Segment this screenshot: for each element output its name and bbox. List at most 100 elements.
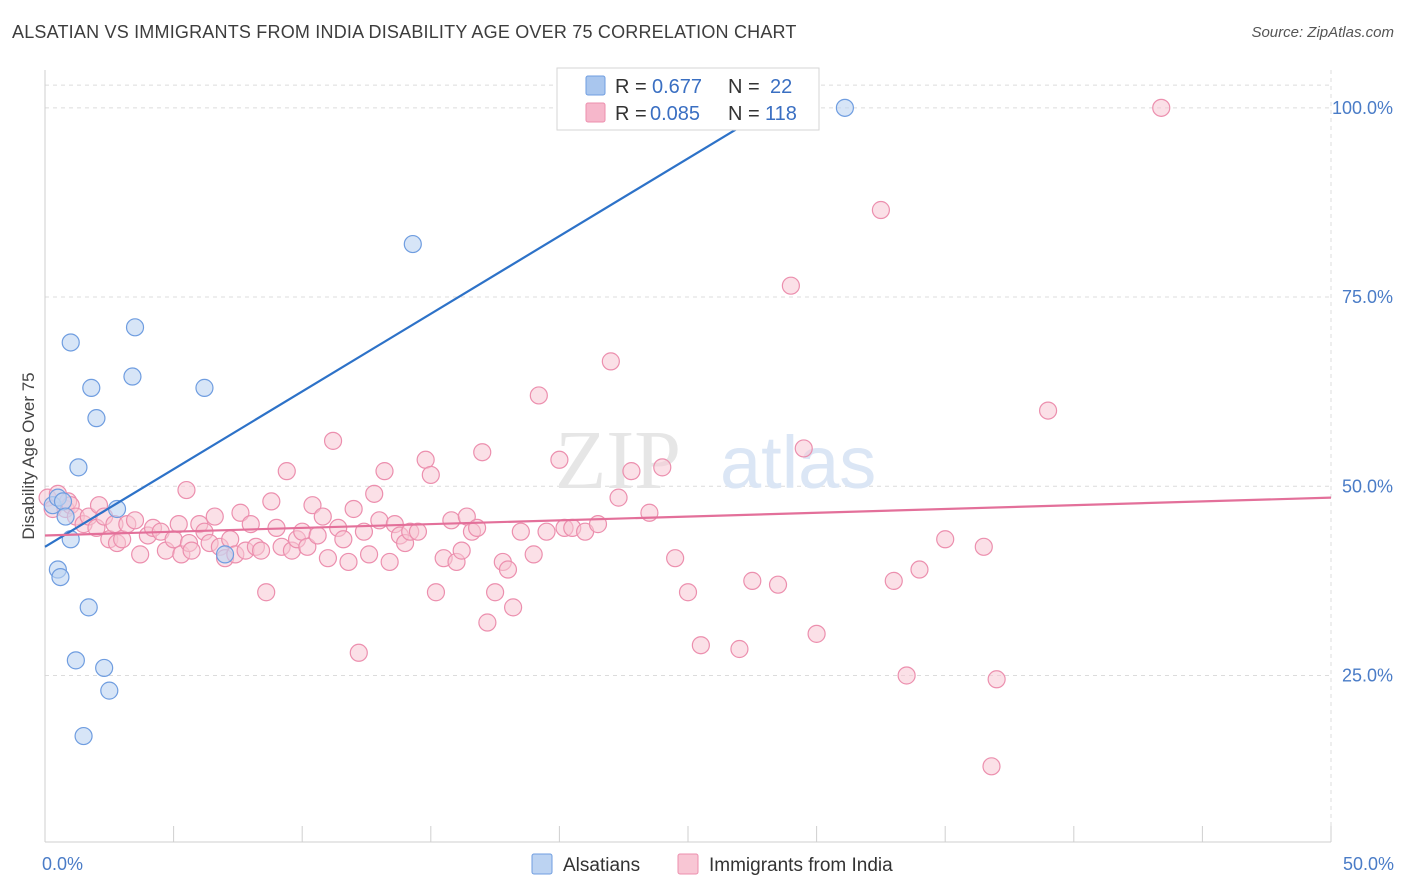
india-point <box>349 643 368 662</box>
india-point <box>897 666 916 685</box>
alsatian-point <box>123 367 142 386</box>
legend-n-value-india: 118 <box>765 103 797 125</box>
india-point <box>408 522 428 541</box>
alsatians-trend-line <box>44 103 779 548</box>
india-point <box>982 757 1001 776</box>
alsatian-point <box>125 318 145 337</box>
chart-title: ALSATIAN VS IMMIGRANTS FROM INDIA DISABI… <box>12 22 797 42</box>
alsatian-point <box>87 409 106 428</box>
india-point <box>678 583 698 602</box>
india-point <box>524 545 543 564</box>
y-tick-label: 100.0% <box>1332 98 1393 118</box>
alsatian-point <box>403 234 422 254</box>
india-point <box>550 450 569 469</box>
legend-swatch-india <box>585 102 606 123</box>
chart-source: Source: ZipAtlas.com <box>1251 24 1394 41</box>
legend-n-label-india: N = <box>728 103 760 125</box>
watermark: ZIP atlas <box>555 414 876 507</box>
legend-n-label-alsatians: N = <box>728 76 760 98</box>
alsatian-point <box>51 567 70 587</box>
trend-lines <box>44 103 1332 548</box>
india-point <box>169 515 188 534</box>
india-point <box>177 480 196 500</box>
india-point <box>537 522 556 541</box>
alsatian-point <box>61 333 80 352</box>
alsatian-point <box>95 658 114 678</box>
india-point <box>426 583 446 602</box>
india-point <box>666 549 685 568</box>
india-point <box>653 458 672 477</box>
alsatian-point <box>66 651 85 670</box>
india-point <box>221 530 240 549</box>
india-point <box>375 462 394 481</box>
india-point <box>182 541 201 560</box>
x-tick-label: 0.0% <box>42 854 83 874</box>
india-point <box>442 511 461 530</box>
india-trend-line <box>44 496 1332 537</box>
india-point <box>794 439 813 458</box>
alsatian-point <box>100 681 119 700</box>
india-point <box>1038 401 1058 420</box>
series-legend: Alsatians Immigrants from India <box>531 853 893 876</box>
alsatian-point <box>74 726 93 746</box>
alsatian-point <box>69 458 88 477</box>
india-point <box>421 465 440 485</box>
india-point <box>257 583 276 602</box>
y-axis-label: Disability Age Over 75 <box>19 372 38 539</box>
india-point <box>807 624 826 643</box>
alsatian-point <box>835 98 854 117</box>
india-point <box>452 541 471 560</box>
india-point <box>313 507 332 526</box>
india-point <box>359 545 379 564</box>
india-point <box>1152 98 1171 117</box>
india-point <box>318 549 338 568</box>
india-point <box>871 200 891 220</box>
india-point <box>936 530 955 549</box>
correlation-legend: R = 0.677 N = 22 R = 0.085 N = 118 <box>556 67 820 131</box>
alsatian-point <box>79 598 98 617</box>
india-point <box>354 522 374 541</box>
india-point <box>486 583 505 602</box>
tick-labels: 25.0% 50.0% 75.0% 100.0% 0.0% 50.0% <box>42 98 1394 874</box>
india-point <box>277 462 296 481</box>
india-point <box>231 503 250 522</box>
alsatian-point <box>195 378 214 397</box>
india-point <box>298 537 317 556</box>
india-point <box>131 545 150 564</box>
india-point <box>511 522 530 541</box>
india-point <box>125 511 145 530</box>
india-point <box>416 450 435 469</box>
legend-r-label-alsatians: R = <box>615 76 647 98</box>
india-point <box>498 560 518 579</box>
india-point <box>691 636 710 655</box>
india-point <box>601 352 620 371</box>
india-point <box>987 670 1006 689</box>
india-point <box>781 276 800 295</box>
alsatian-point <box>53 492 73 511</box>
alsatian-point <box>61 530 80 549</box>
india-point <box>622 462 641 481</box>
india-point <box>478 613 497 632</box>
bottom-legend-swatch-alsatians <box>531 853 553 875</box>
india-point <box>473 443 492 462</box>
india-point <box>293 522 312 541</box>
y-tick-label: 75.0% <box>1342 287 1393 307</box>
india-point <box>743 571 762 590</box>
legend-swatch-alsatians <box>585 75 606 96</box>
india-point <box>251 541 271 560</box>
bottom-legend-label-alsatians: Alsatians <box>563 855 640 876</box>
india-point <box>205 507 224 526</box>
legend-r-label-india: R = <box>615 103 647 125</box>
india-point <box>262 492 281 511</box>
india-point <box>308 526 327 545</box>
india-point <box>609 488 628 507</box>
watermark-atlas: atlas <box>720 421 876 504</box>
india-point <box>768 575 788 594</box>
grid-lines <box>45 70 1332 842</box>
alsatian-point <box>56 507 75 526</box>
india-point <box>380 552 399 572</box>
india-point <box>529 386 548 405</box>
india-point <box>303 496 322 515</box>
legend-r-value-alsatians: 0.677 <box>652 76 702 98</box>
